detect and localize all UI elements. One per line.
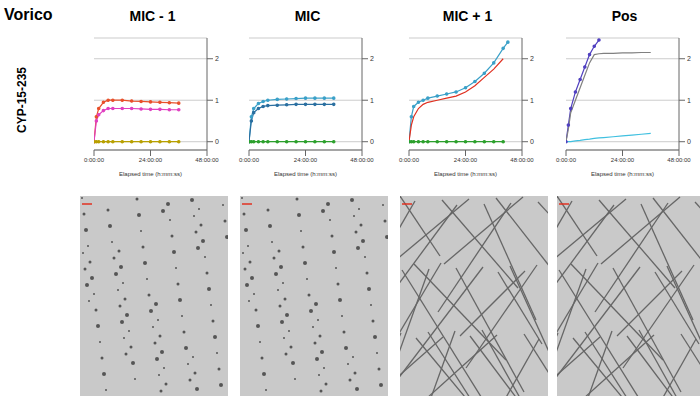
svg-text:Elapsed time (h:mm:ss): Elapsed time (h:mm:ss) <box>119 171 182 177</box>
svg-text:1: 1 <box>370 97 374 104</box>
svg-text:Elapsed time (h:mm:ss): Elapsed time (h:mm:ss) <box>434 171 497 177</box>
svg-text:0: 0 <box>215 138 219 145</box>
svg-text:2: 2 <box>530 55 534 62</box>
svg-text:24:00:00: 24:00:00 <box>611 157 635 163</box>
svg-text:0: 0 <box>530 138 534 145</box>
svg-text:1: 1 <box>530 97 534 104</box>
svg-text:0: 0 <box>687 138 691 145</box>
svg-text:Elapsed time (h:mm:ss): Elapsed time (h:mm:ss) <box>591 171 654 177</box>
svg-text:48:00:00: 48:00:00 <box>195 157 219 163</box>
html-text:Pos: Pos <box>611 8 638 24</box>
svg-text:24:00:00: 24:00:00 <box>294 157 318 163</box>
svg-text:2: 2 <box>215 55 219 62</box>
html-text:CYP-15-235: CYP-15-235 <box>15 67 29 133</box>
svg-text:48:00:00: 48:00:00 <box>510 157 534 163</box>
html-text:Vorico: Vorico <box>4 6 53 23</box>
svg-text:0: 0 <box>370 138 374 145</box>
svg-text:48:00:00: 48:00:00 <box>667 157 691 163</box>
svg-text:0:00:00: 0:00:00 <box>239 157 260 163</box>
svg-text:2: 2 <box>370 55 374 62</box>
svg-text:24:00:00: 24:00:00 <box>139 157 163 163</box>
svg-text:0:00:00: 0:00:00 <box>556 157 577 163</box>
svg-text:48:00:00: 48:00:00 <box>350 157 374 163</box>
html-text:MIC + 1: MIC + 1 <box>442 8 493 24</box>
html-text:MIC: MIC <box>294 8 321 24</box>
svg-text:0:00:00: 0:00:00 <box>399 157 420 163</box>
svg-text:2: 2 <box>687 55 691 62</box>
svg-text:Elapsed time (h:mm:ss): Elapsed time (h:mm:ss) <box>274 171 337 177</box>
svg-text:24:00:00: 24:00:00 <box>454 157 478 163</box>
svg-text:1: 1 <box>687 97 691 104</box>
svg-text:0:00:00: 0:00:00 <box>84 157 105 163</box>
html-text:MIC - 1: MIC - 1 <box>129 8 176 24</box>
svg-text:1: 1 <box>215 97 219 104</box>
